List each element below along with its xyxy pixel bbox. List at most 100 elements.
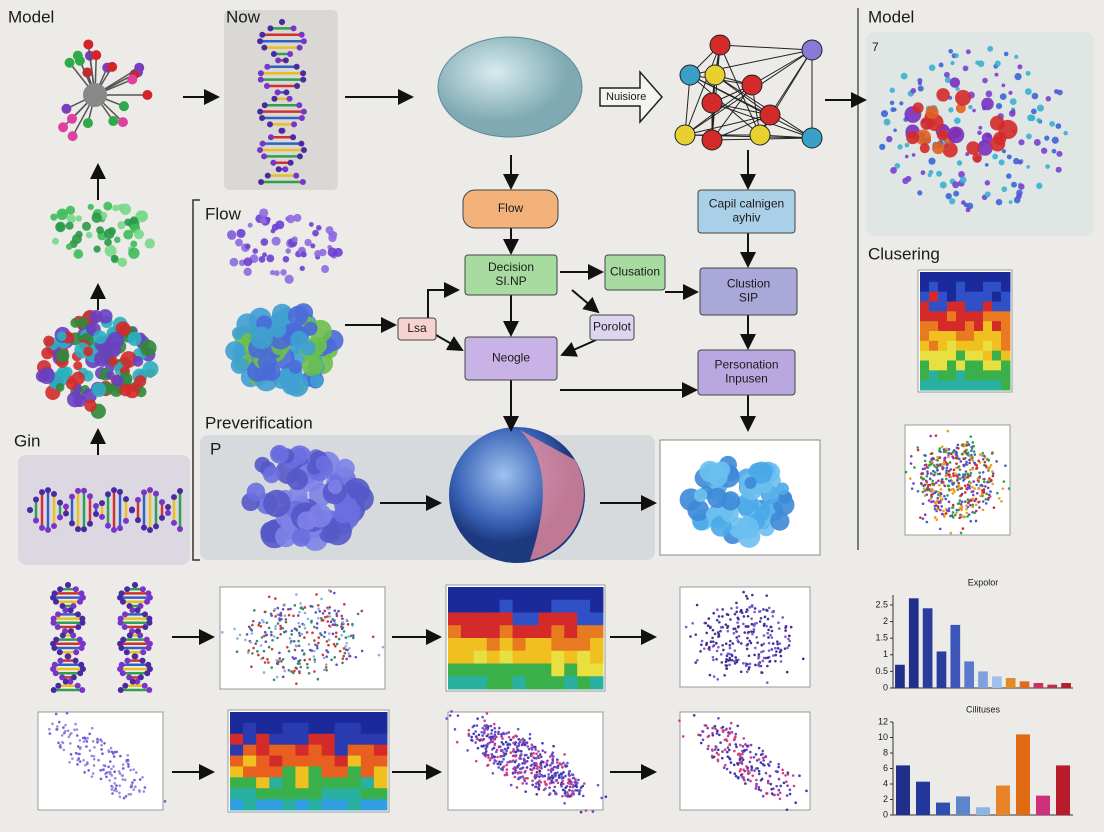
cell [929, 311, 939, 322]
strand [122, 682, 129, 689]
point [115, 789, 118, 793]
y-tick-label: 0 [883, 682, 888, 692]
point [782, 781, 786, 785]
point [78, 760, 82, 763]
cell [473, 650, 488, 664]
point [925, 482, 929, 486]
point [724, 642, 728, 646]
strand [57, 499, 63, 506]
point [705, 641, 709, 645]
point [951, 450, 955, 454]
strand [298, 140, 305, 147]
cell [473, 638, 488, 652]
point [934, 490, 938, 493]
blob [275, 525, 297, 548]
point [311, 631, 314, 635]
bar [1019, 681, 1030, 688]
blob [1008, 200, 1013, 205]
point [967, 443, 971, 447]
blob [900, 72, 908, 80]
point [711, 726, 714, 730]
blob [899, 101, 904, 106]
point [497, 732, 500, 736]
strand [56, 649, 63, 656]
cell [577, 663, 591, 677]
point [315, 593, 318, 596]
point [779, 660, 783, 663]
point [481, 752, 485, 755]
point [721, 730, 725, 733]
point [950, 514, 954, 517]
cell [295, 799, 309, 811]
point [535, 767, 539, 770]
point [520, 767, 523, 770]
point [781, 771, 785, 775]
point [1000, 499, 1003, 503]
point [716, 678, 720, 681]
point [505, 732, 508, 735]
point [766, 781, 770, 785]
cell [321, 766, 336, 778]
point [991, 482, 994, 486]
point [340, 633, 343, 637]
blob [84, 399, 97, 412]
bar [922, 608, 933, 688]
cell [947, 380, 957, 391]
point [135, 771, 138, 774]
point [750, 766, 754, 770]
point [788, 792, 792, 796]
strand [270, 51, 277, 57]
blob [1056, 150, 1063, 157]
blob [110, 254, 119, 263]
blob [299, 247, 304, 253]
cell [269, 722, 283, 735]
point [247, 649, 250, 652]
cell [282, 788, 296, 800]
point [762, 642, 766, 646]
point [551, 757, 555, 761]
blob [966, 141, 980, 155]
point [541, 749, 545, 752]
point [485, 734, 489, 738]
point [742, 622, 745, 626]
blob [984, 191, 991, 198]
point [715, 657, 718, 661]
point [965, 460, 968, 464]
point [488, 735, 491, 739]
point [547, 768, 550, 772]
cell [373, 799, 388, 811]
point [331, 632, 335, 636]
cell [308, 733, 323, 746]
flow-node [397, 317, 437, 341]
cell [983, 281, 993, 293]
point [470, 739, 474, 742]
blob [1018, 183, 1025, 190]
strand [146, 594, 153, 601]
point [257, 623, 261, 627]
point [955, 474, 958, 478]
blob [995, 198, 1003, 206]
strand [78, 645, 85, 651]
point [729, 761, 733, 764]
point [937, 483, 941, 487]
cell [243, 788, 257, 800]
point [82, 740, 86, 743]
cell [983, 350, 993, 361]
point [298, 610, 301, 614]
point [337, 609, 340, 613]
point [974, 503, 978, 507]
point [554, 779, 558, 782]
point [512, 748, 515, 751]
cell [486, 612, 501, 626]
point [118, 784, 122, 787]
cell [965, 331, 975, 342]
y-tick-label: 4 [883, 778, 888, 788]
point [74, 751, 78, 755]
point [925, 520, 929, 524]
point [521, 775, 525, 778]
blob [262, 252, 267, 258]
blob [89, 310, 103, 324]
point [947, 500, 951, 504]
point [951, 503, 955, 507]
point [939, 501, 942, 504]
